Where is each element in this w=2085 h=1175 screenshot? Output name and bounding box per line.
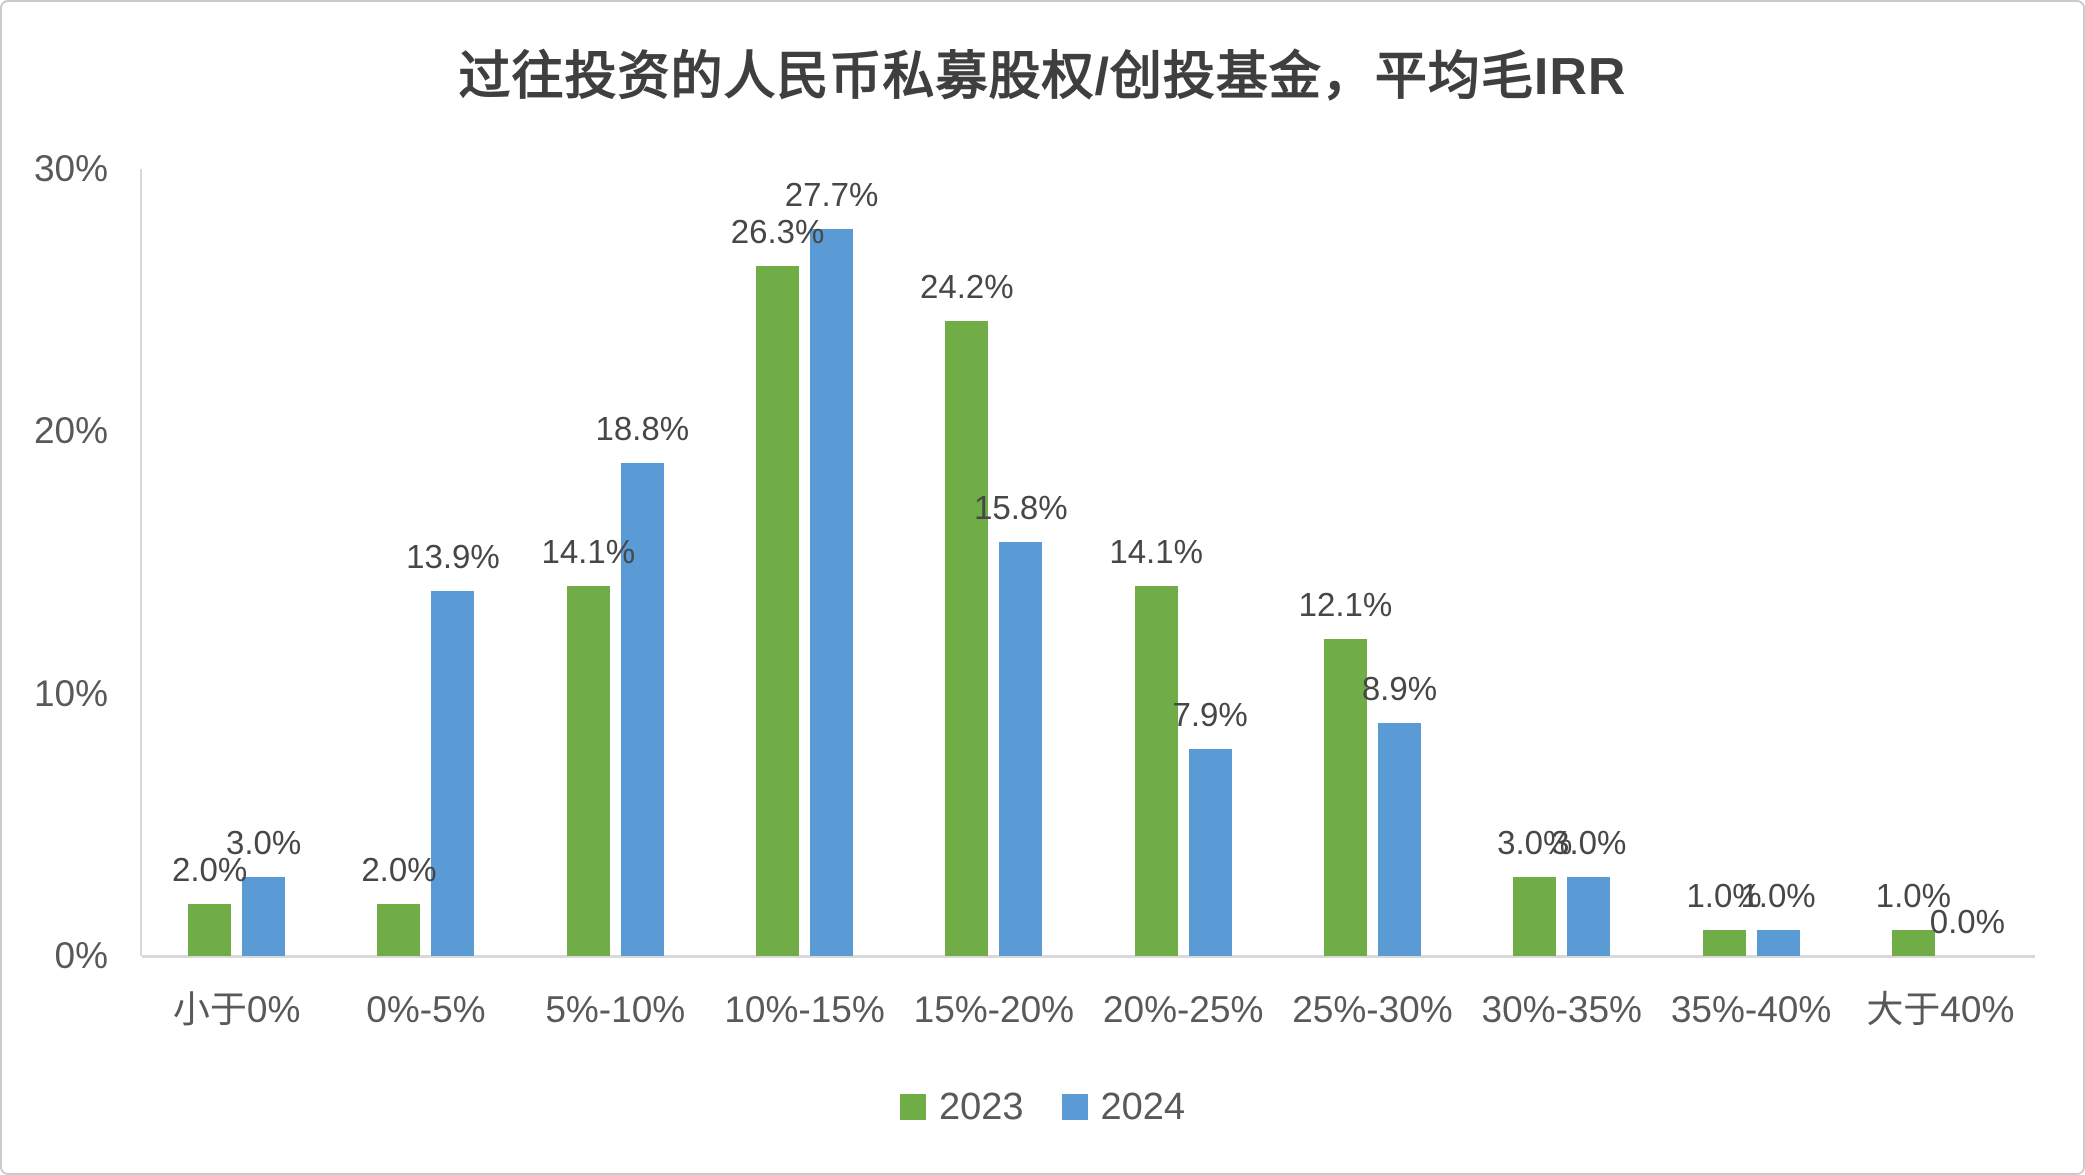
y-axis-tick-label: 10% [33, 672, 108, 714]
bar-2023-15%-20% [945, 321, 989, 956]
bar-2023-5%-10% [566, 586, 610, 956]
x-axis-category-label: 25%-30% [1292, 989, 1453, 1030]
bar-2023-25%-30% [1323, 639, 1367, 956]
data-label-2023-5%-10%: 14.1% [541, 533, 636, 570]
data-label-2023-10%-15%: 26.3% [730, 213, 825, 250]
data-label-2023-30%-35%: 3.0% [1497, 824, 1573, 861]
y-axis-tick-label: 0% [54, 935, 108, 976]
x-axis-category-label: 大于40% [1866, 989, 2015, 1030]
legend-swatch-icon [899, 1094, 926, 1120]
bar-2024-35%-40% [1756, 930, 1800, 956]
legend-label: 2023 [938, 1086, 1024, 1128]
bar-2024-10%-15% [810, 229, 854, 956]
data-label-2024-大于40%: 0.0% [1929, 903, 2005, 940]
data-label-2023-25%-30%: 12.1% [1298, 586, 1393, 623]
data-label-2024-5%-10%: 18.8% [595, 410, 690, 447]
legend-item-2023: 2023 [899, 1086, 1024, 1128]
bar-2024-15%-20% [999, 542, 1043, 956]
data-label-2023-大于40%: 1.0% [1875, 877, 1951, 914]
x-axis-category-label: 35%-40% [1670, 989, 1832, 1030]
data-label-2024-30%-35%: 3.0% [1551, 824, 1627, 861]
bar-2024-5%-10% [620, 463, 664, 956]
bar-2023-10%-15% [756, 266, 800, 956]
legend-item-2024: 2024 [1061, 1086, 1186, 1128]
data-label-2023-小于0%: 2.0% [172, 851, 248, 888]
x-axis-category-label: 5%-10% [545, 989, 686, 1030]
data-label-2024-0%-5%: 13.9% [406, 538, 500, 575]
y-axis-tick-label: 30% [33, 148, 108, 189]
data-label-2024-小于0%: 3.0% [226, 824, 302, 861]
bar-2024-25%-30% [1377, 723, 1421, 956]
y-axis-line [140, 169, 142, 956]
bar-2024-0%-5% [431, 591, 475, 956]
chart-title: 过往投资的人民币私募股权/创投基金，平均毛IRR [458, 48, 1627, 106]
data-label-2023-15%-20%: 24.2% [920, 268, 1014, 305]
bar-2023-20%-25% [1134, 586, 1178, 956]
x-axis-category-label: 30%-35% [1481, 989, 1642, 1030]
legend-label: 2024 [1100, 1086, 1186, 1128]
y-axis-tick-label: 20% [33, 410, 108, 452]
x-axis-category-label: 10%-15% [724, 989, 885, 1030]
bar-2024-30%-35% [1567, 877, 1611, 956]
chart-legend: 2023 2024 [2, 1084, 2083, 1130]
legend-swatch-icon [1061, 1094, 1088, 1120]
bar-2023-35%-40% [1702, 930, 1746, 956]
bar-2023-大于40% [1891, 930, 1935, 956]
bar-2023-30%-35% [1513, 877, 1557, 956]
x-axis-category-label: 0%-5% [366, 989, 486, 1030]
data-label-2024-25%-30%: 8.9% [1361, 670, 1438, 707]
x-axis-category-label: 15%-20% [913, 989, 1075, 1030]
data-label-2024-35%-40%: 1.0% [1740, 877, 1816, 914]
data-label-2023-20%-25%: 14.1% [1109, 533, 1203, 570]
x-axis-line [142, 955, 2035, 958]
bar-2024-20%-25% [1188, 749, 1232, 956]
data-label-2024-20%-25%: 7.9% [1172, 696, 1248, 733]
x-axis-category-label: 20%-25% [1102, 989, 1264, 1030]
data-label-2023-0%-5%: 2.0% [361, 851, 437, 888]
bar-2023-0%-5% [377, 904, 421, 956]
bar-2024-小于0% [242, 877, 286, 956]
bar-2023-小于0% [188, 904, 232, 956]
data-label-2024-10%-15%: 27.7% [784, 176, 879, 213]
data-label-2024-15%-20%: 15.8% [974, 489, 1068, 526]
x-axis-category-label: 小于0% [172, 989, 301, 1030]
data-label-2023-35%-40%: 1.0% [1686, 877, 1762, 914]
